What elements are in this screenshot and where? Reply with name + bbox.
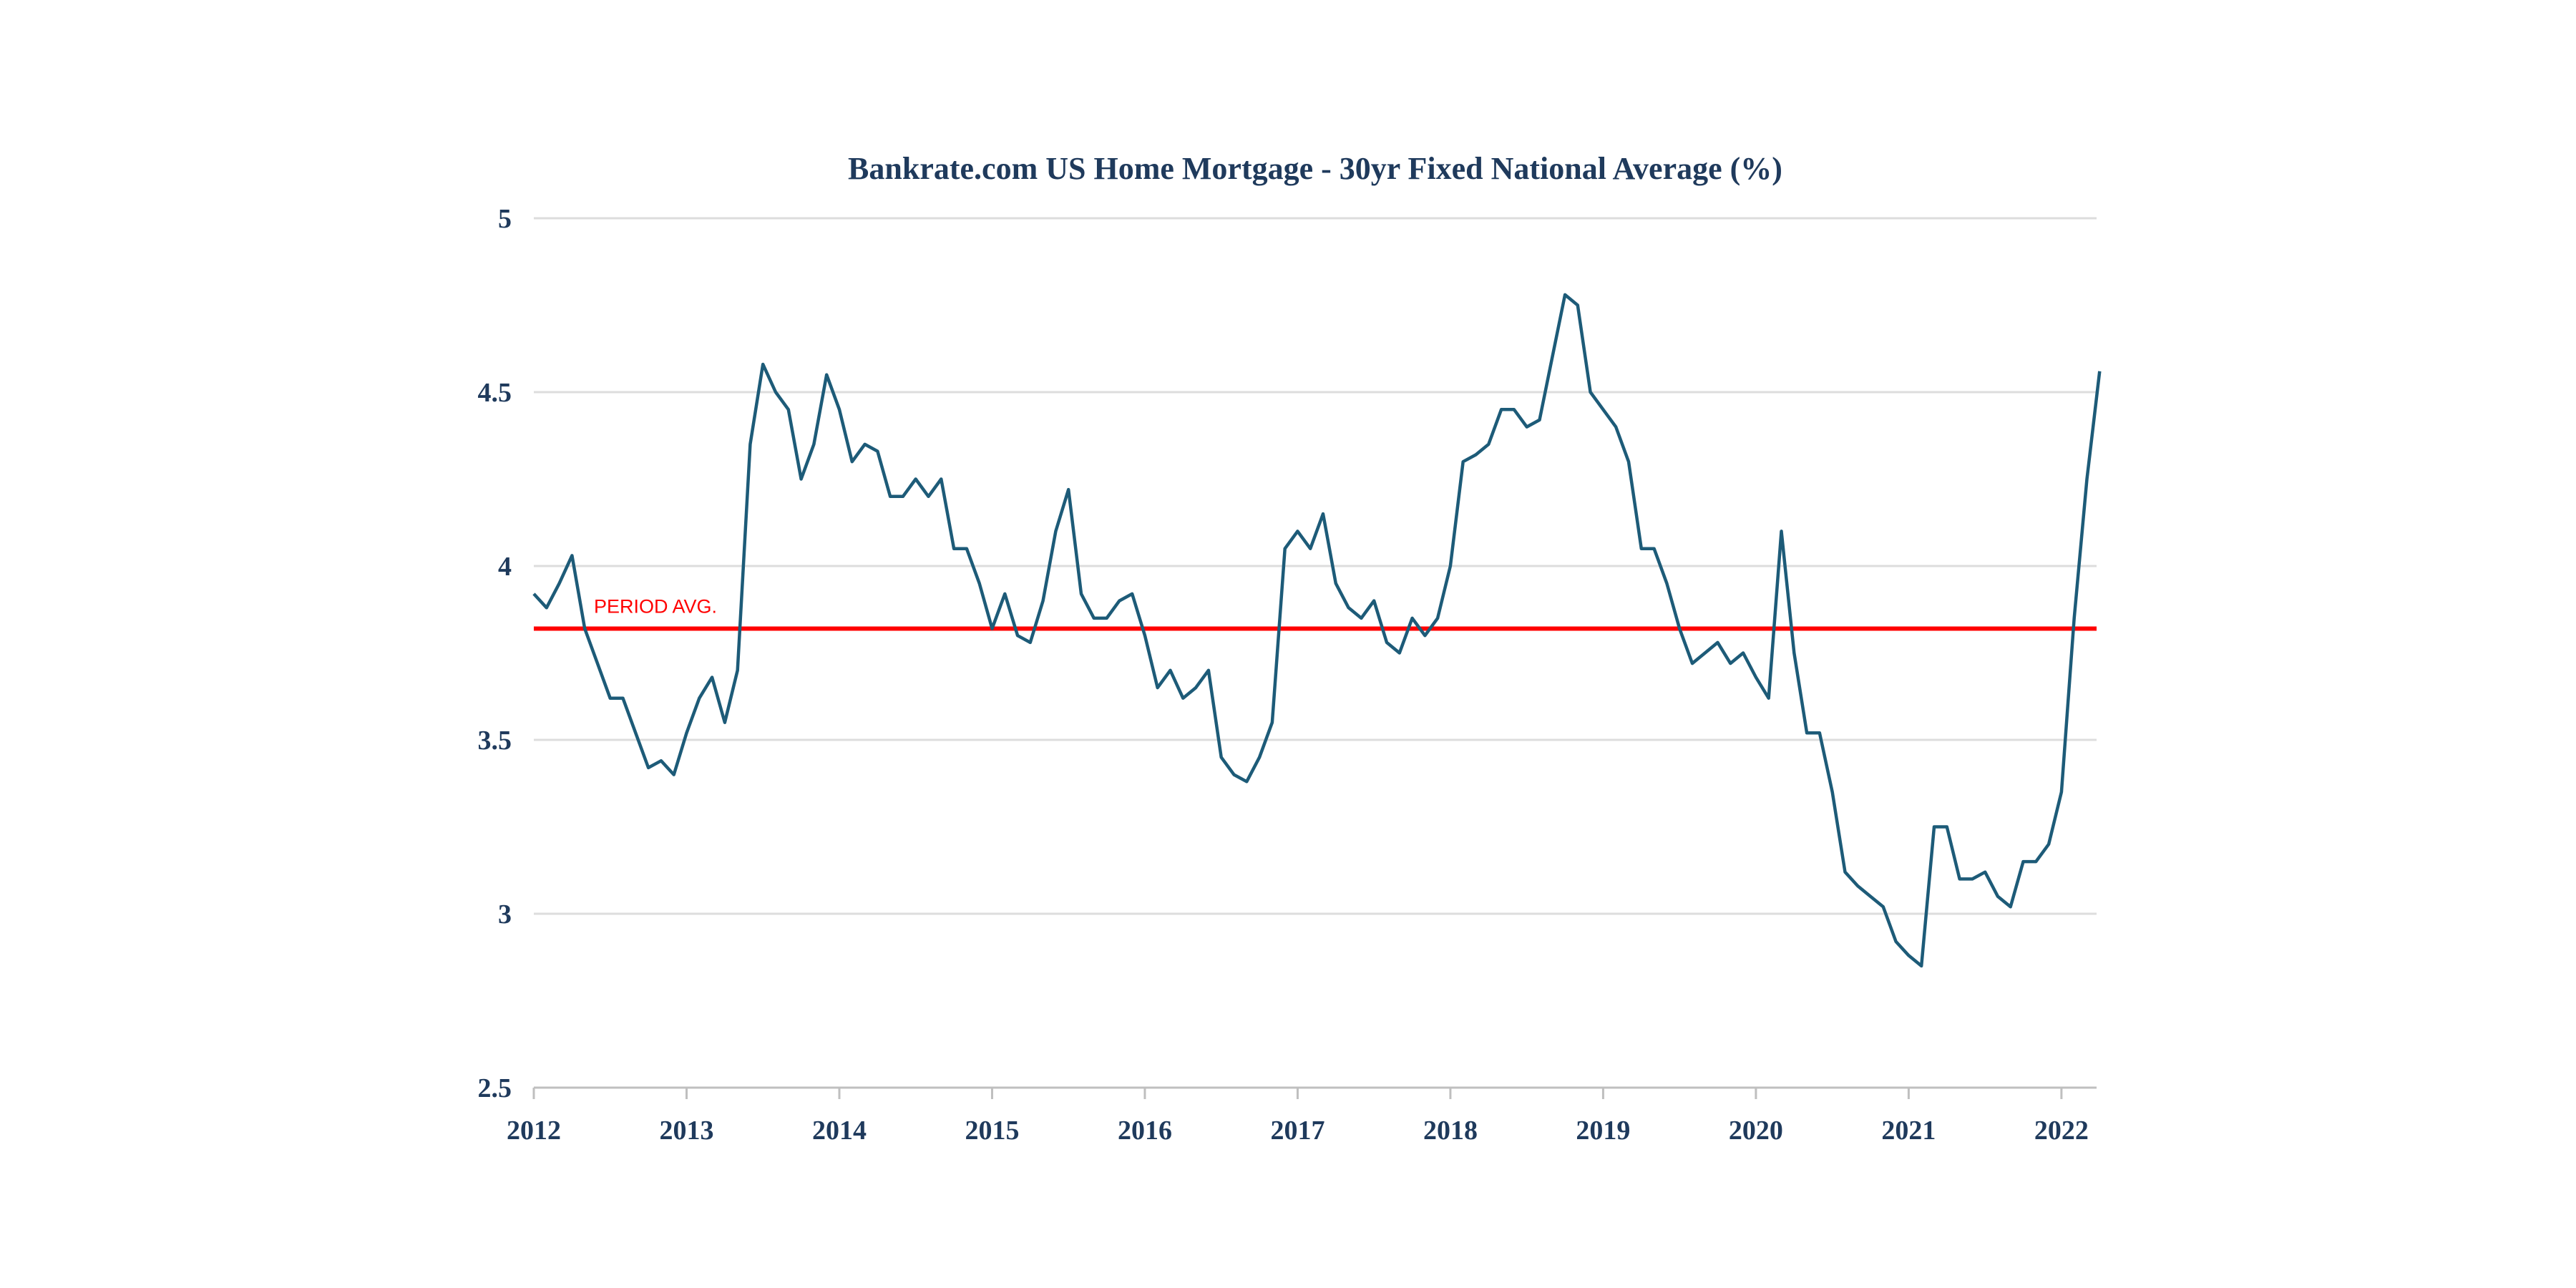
y-axis: 2.5 3 3.5 4 4.5 5 [478,204,512,1103]
period-average-label: PERIOD AVG. [594,595,717,617]
x-tick-label: 2021 [1881,1116,1936,1146]
y-tick-label: 5 [498,204,512,234]
y-tick-label: 3.5 [478,726,512,756]
x-axis: 2012 2013 2014 2015 2016 2017 2018 2019 2020 2021… [507,1088,2089,1146]
y-tick-label: 3 [498,899,512,930]
x-tick-label: 2013 [659,1116,713,1146]
x-tick-label: 2014 [812,1116,867,1146]
y-tick-label: 4 [498,552,512,582]
x-tick-label: 2012 [507,1116,561,1146]
series-line-30yr-fixed [532,293,2102,968]
x-tick-label: 2020 [1729,1116,1783,1146]
y-tick-label: 4.5 [478,378,512,408]
x-tick-label: 2015 [965,1116,1019,1146]
x-tick-label: 2019 [1576,1116,1630,1146]
x-tick-label: 2016 [1118,1116,1172,1146]
x-tick-label: 2017 [1270,1116,1324,1146]
x-tick-label: 2022 [2034,1116,2089,1146]
y-tick-label: 2.5 [478,1073,512,1103]
chart-title: Bankrate.com US Home Mortgage - 30yr Fix… [848,151,1782,186]
x-tick-label: 2018 [1423,1116,1478,1146]
gridlines [534,217,2097,1089]
